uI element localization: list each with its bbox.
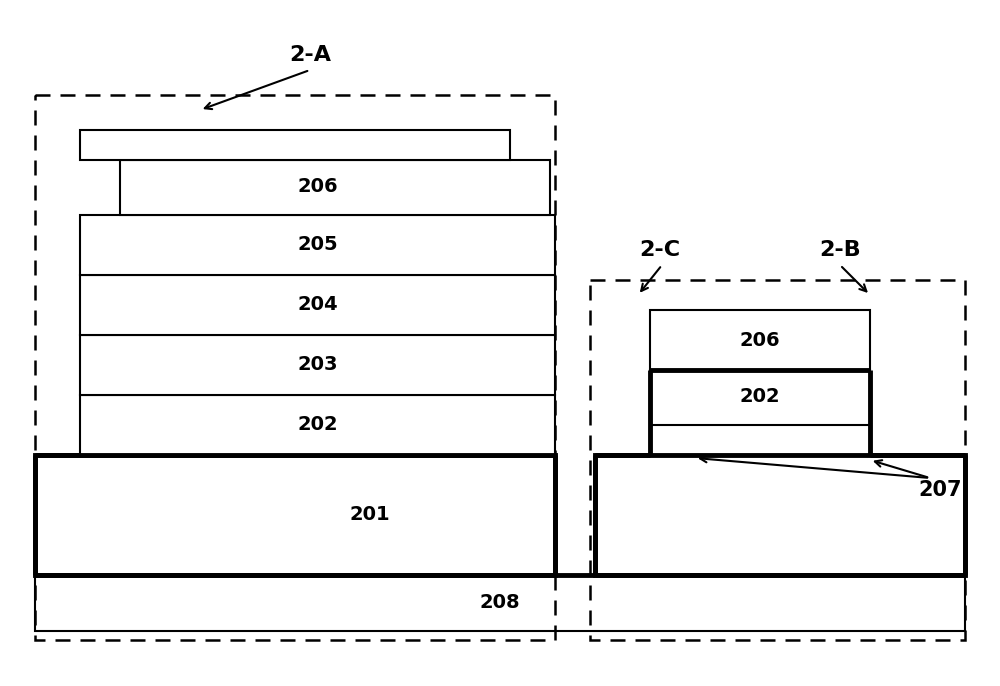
Bar: [80, 215, 555, 275]
Text: 2-B: 2-B: [819, 240, 861, 260]
Bar: [590, 280, 965, 640]
Text: 2-C: 2-C: [639, 240, 681, 260]
Text: 205: 205: [298, 235, 338, 255]
Bar: [80, 335, 555, 395]
Bar: [650, 310, 870, 370]
Bar: [35, 575, 965, 631]
Text: 202: 202: [740, 388, 780, 407]
Text: 203: 203: [298, 355, 338, 375]
Bar: [35, 455, 555, 575]
Bar: [120, 160, 550, 215]
Text: 206: 206: [298, 178, 338, 196]
Bar: [80, 395, 555, 455]
Text: 202: 202: [298, 416, 338, 434]
Text: 207: 207: [918, 480, 962, 500]
Bar: [650, 370, 870, 425]
Text: 2-A: 2-A: [289, 45, 331, 65]
Bar: [595, 455, 965, 575]
Text: 204: 204: [298, 296, 338, 314]
Text: 208: 208: [480, 593, 520, 613]
Text: 201: 201: [350, 506, 390, 525]
Bar: [80, 130, 510, 160]
Text: 206: 206: [740, 331, 780, 349]
Bar: [35, 95, 555, 640]
Bar: [80, 275, 555, 335]
